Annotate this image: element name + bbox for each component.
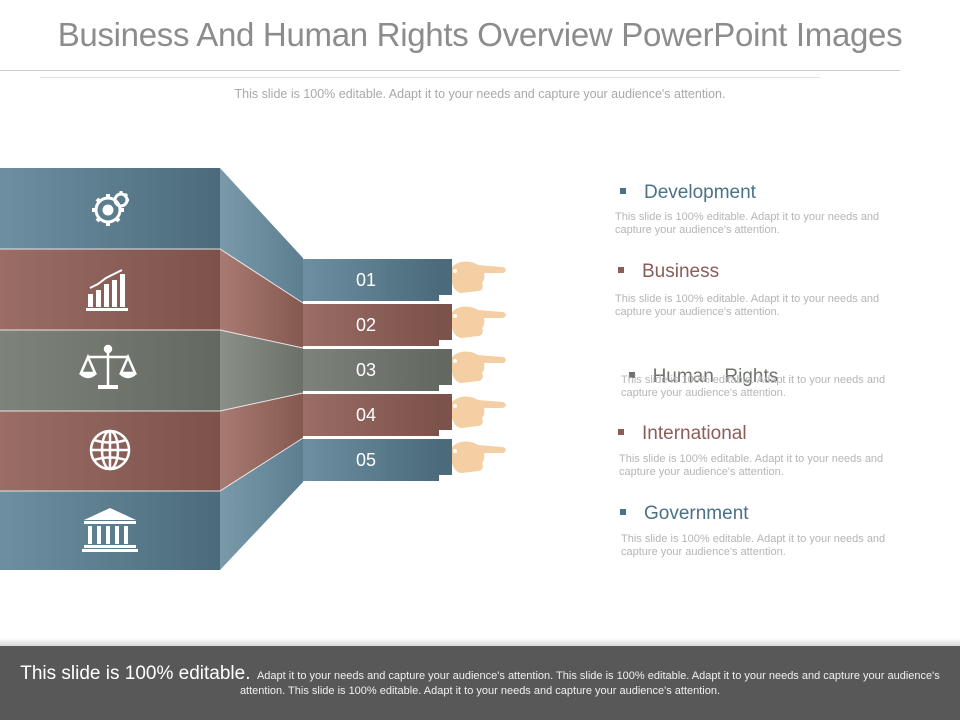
number-box-2: [303, 304, 439, 346]
gears-icon: [92, 191, 129, 226]
bullet-icon: [628, 371, 635, 378]
item-description-business: This slide is 100% editable. Adapt it to…: [615, 293, 880, 318]
item-description-international: This slide is 100% editable. Adapt it to…: [619, 453, 884, 478]
number-label-1: 01: [355, 270, 377, 290]
pointing-hand-icon: [438, 349, 506, 385]
bank-icon: [82, 508, 138, 552]
item-heading-business: Business: [618, 261, 719, 283]
number-box-5: [303, 439, 439, 481]
number-label-2: 02: [355, 315, 377, 335]
footer-bar: This slide is 100% editable. Adapt it to…: [0, 646, 960, 720]
pointing-hand-icon: [438, 304, 506, 340]
number-box-4: [303, 394, 439, 436]
connector-4: [220, 393, 303, 491]
number-box-1: [303, 259, 439, 301]
item-heading-international: International: [618, 423, 747, 445]
bullet-icon: [618, 266, 624, 273]
number-label-5: 05: [355, 450, 377, 470]
pointing-hand-icon: [438, 439, 506, 475]
item-heading-government: Government: [620, 503, 749, 525]
number-box-3: [303, 349, 439, 391]
footer-body: Adapt it to your needs and capture your …: [239, 670, 940, 697]
globe-icon: [89, 429, 131, 471]
item-description-government: This slide is 100% editable. Adapt it to…: [621, 533, 886, 558]
connector-2: [220, 249, 303, 348]
number-label-3: 03: [355, 360, 377, 380]
pointing-hand-icon: [438, 259, 506, 295]
connector-5: [220, 438, 303, 570]
pointing-hand-icon: [438, 394, 506, 430]
item-description-development: This slide is 100% editable. Adapt it to…: [615, 211, 880, 236]
scales-icon: [79, 344, 137, 389]
number-label-4: 04: [355, 405, 377, 425]
title-divider-secondary: [40, 77, 820, 78]
bullet-icon: [620, 187, 626, 194]
title-divider: [0, 70, 900, 71]
connector-1: [220, 168, 303, 303]
bullet-icon: [618, 428, 624, 435]
item-heading-development: Development: [620, 182, 756, 204]
footer-shadow: [0, 638, 960, 646]
slide-subtitle: This slide is 100% editable. Adapt it to…: [234, 87, 726, 101]
item-heading-human-rights: Human Rights: [618, 344, 778, 388]
footer-text: This slide is 100% editable. Adapt it to…: [0, 646, 960, 699]
bar-chart-icon: [86, 269, 128, 311]
footer-lead: This slide is 100% editable.: [20, 663, 251, 684]
slide-title: Business And Human Rights Overview Power…: [57, 16, 903, 53]
connector-3: [220, 330, 303, 411]
item-description-human-rights: This slide is 100% editable. Adapt it to…: [621, 374, 886, 399]
block-3: [0, 330, 220, 411]
block-2: [0, 249, 220, 330]
bullet-icon: [620, 508, 626, 515]
funnel-graphic: [0, 168, 506, 570]
